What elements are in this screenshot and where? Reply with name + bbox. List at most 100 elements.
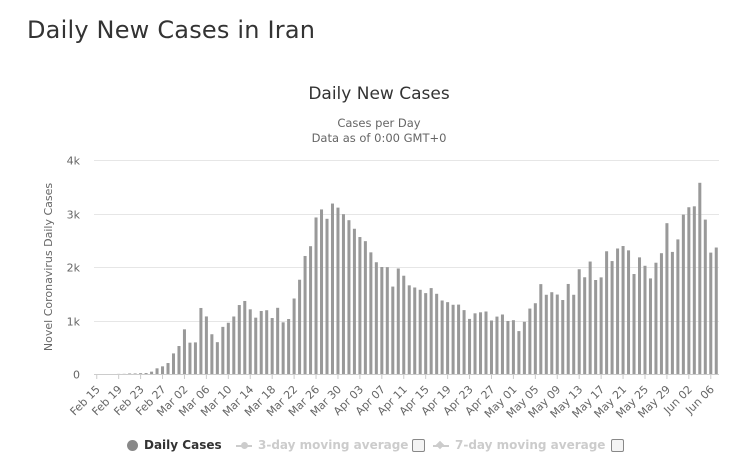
bar[interactable] — [161, 366, 165, 374]
bar[interactable] — [139, 373, 143, 374]
bar[interactable] — [572, 294, 576, 374]
bar[interactable] — [363, 241, 367, 374]
bar[interactable] — [243, 300, 247, 374]
bar[interactable] — [484, 311, 488, 374]
bar[interactable] — [610, 261, 614, 374]
bar[interactable] — [429, 288, 433, 374]
bar[interactable] — [210, 334, 214, 374]
bar[interactable] — [500, 314, 504, 374]
bar[interactable] — [506, 320, 510, 374]
bar[interactable] — [369, 252, 373, 374]
bar[interactable] — [347, 220, 351, 374]
bar[interactable] — [533, 303, 537, 374]
bar[interactable] — [199, 307, 203, 374]
bar[interactable] — [588, 261, 592, 374]
bar[interactable] — [555, 294, 559, 374]
bar[interactable] — [654, 262, 658, 374]
bar[interactable] — [648, 278, 652, 374]
bar[interactable] — [396, 268, 400, 375]
bar[interactable] — [468, 318, 472, 374]
bar[interactable] — [621, 246, 625, 374]
bar[interactable] — [193, 342, 197, 374]
bar[interactable] — [298, 279, 302, 374]
bar[interactable] — [418, 289, 422, 374]
bar[interactable] — [281, 322, 285, 374]
bar[interactable] — [457, 304, 461, 374]
bar[interactable] — [550, 292, 554, 374]
bar[interactable] — [166, 363, 170, 374]
bar[interactable] — [594, 280, 598, 374]
bar[interactable] — [544, 294, 548, 374]
bar[interactable] — [703, 219, 707, 374]
bar[interactable] — [133, 373, 137, 374]
bar[interactable] — [440, 300, 444, 374]
bar[interactable] — [237, 305, 241, 374]
bar[interactable] — [583, 277, 587, 374]
bar[interactable] — [599, 277, 603, 374]
bar[interactable] — [150, 371, 154, 374]
bar[interactable] — [155, 368, 159, 374]
bar[interactable] — [171, 353, 176, 374]
bar[interactable] — [511, 320, 515, 374]
bar[interactable] — [248, 309, 252, 374]
bar[interactable] — [259, 310, 263, 374]
bar[interactable] — [314, 217, 318, 374]
bar[interactable] — [402, 275, 406, 374]
bar[interactable] — [539, 284, 543, 374]
bar[interactable] — [709, 252, 713, 374]
bar[interactable] — [566, 283, 570, 374]
bar[interactable] — [265, 310, 269, 374]
bar[interactable] — [407, 285, 411, 374]
bar[interactable] — [128, 373, 132, 374]
bar[interactable] — [325, 218, 329, 374]
bar[interactable] — [204, 316, 208, 374]
bar[interactable] — [522, 321, 526, 374]
checkbox-3-day-average[interactable] — [412, 439, 425, 452]
checkbox-7-day-average[interactable] — [611, 439, 624, 452]
bar[interactable] — [517, 331, 521, 374]
bar[interactable] — [528, 308, 532, 374]
bar[interactable] — [226, 322, 230, 374]
bar[interactable] — [670, 251, 674, 374]
bar[interactable] — [627, 250, 631, 374]
legend-item-3-day-average[interactable]: 3-day moving average — [236, 434, 408, 456]
bar[interactable] — [320, 209, 324, 374]
bar[interactable] — [643, 265, 647, 374]
bar[interactable] — [336, 207, 340, 374]
bar[interactable] — [144, 373, 148, 374]
bar[interactable] — [638, 257, 642, 374]
bar[interactable] — [391, 286, 395, 374]
bar[interactable] — [479, 312, 483, 374]
bar[interactable] — [276, 307, 280, 374]
bar[interactable] — [489, 320, 493, 375]
bar[interactable] — [232, 316, 236, 374]
bar[interactable] — [714, 247, 718, 374]
bar[interactable] — [330, 203, 334, 374]
bar[interactable] — [385, 267, 389, 374]
bar[interactable] — [270, 318, 274, 374]
bar[interactable] — [698, 182, 702, 374]
bar[interactable] — [692, 206, 696, 374]
bar[interactable] — [188, 342, 192, 374]
bar[interactable] — [676, 239, 680, 374]
bar[interactable] — [451, 304, 455, 374]
bar[interactable] — [292, 298, 296, 374]
bar[interactable] — [254, 317, 258, 374]
bar[interactable] — [681, 214, 685, 374]
bar[interactable] — [287, 319, 291, 374]
legend-item-7-day-average[interactable]: 7-day moving average — [433, 434, 605, 456]
bar[interactable] — [561, 300, 565, 374]
bar[interactable] — [352, 228, 356, 374]
bar[interactable] — [341, 214, 345, 374]
bar[interactable] — [380, 267, 384, 374]
bar[interactable] — [424, 293, 428, 374]
bar[interactable] — [358, 237, 362, 374]
bar[interactable] — [182, 329, 186, 374]
bar[interactable] — [577, 269, 581, 374]
bar[interactable] — [632, 274, 636, 374]
bar[interactable] — [473, 313, 477, 374]
bar[interactable] — [605, 251, 609, 374]
bar[interactable] — [215, 342, 219, 374]
bar[interactable] — [374, 262, 378, 374]
bar[interactable] — [221, 326, 225, 374]
